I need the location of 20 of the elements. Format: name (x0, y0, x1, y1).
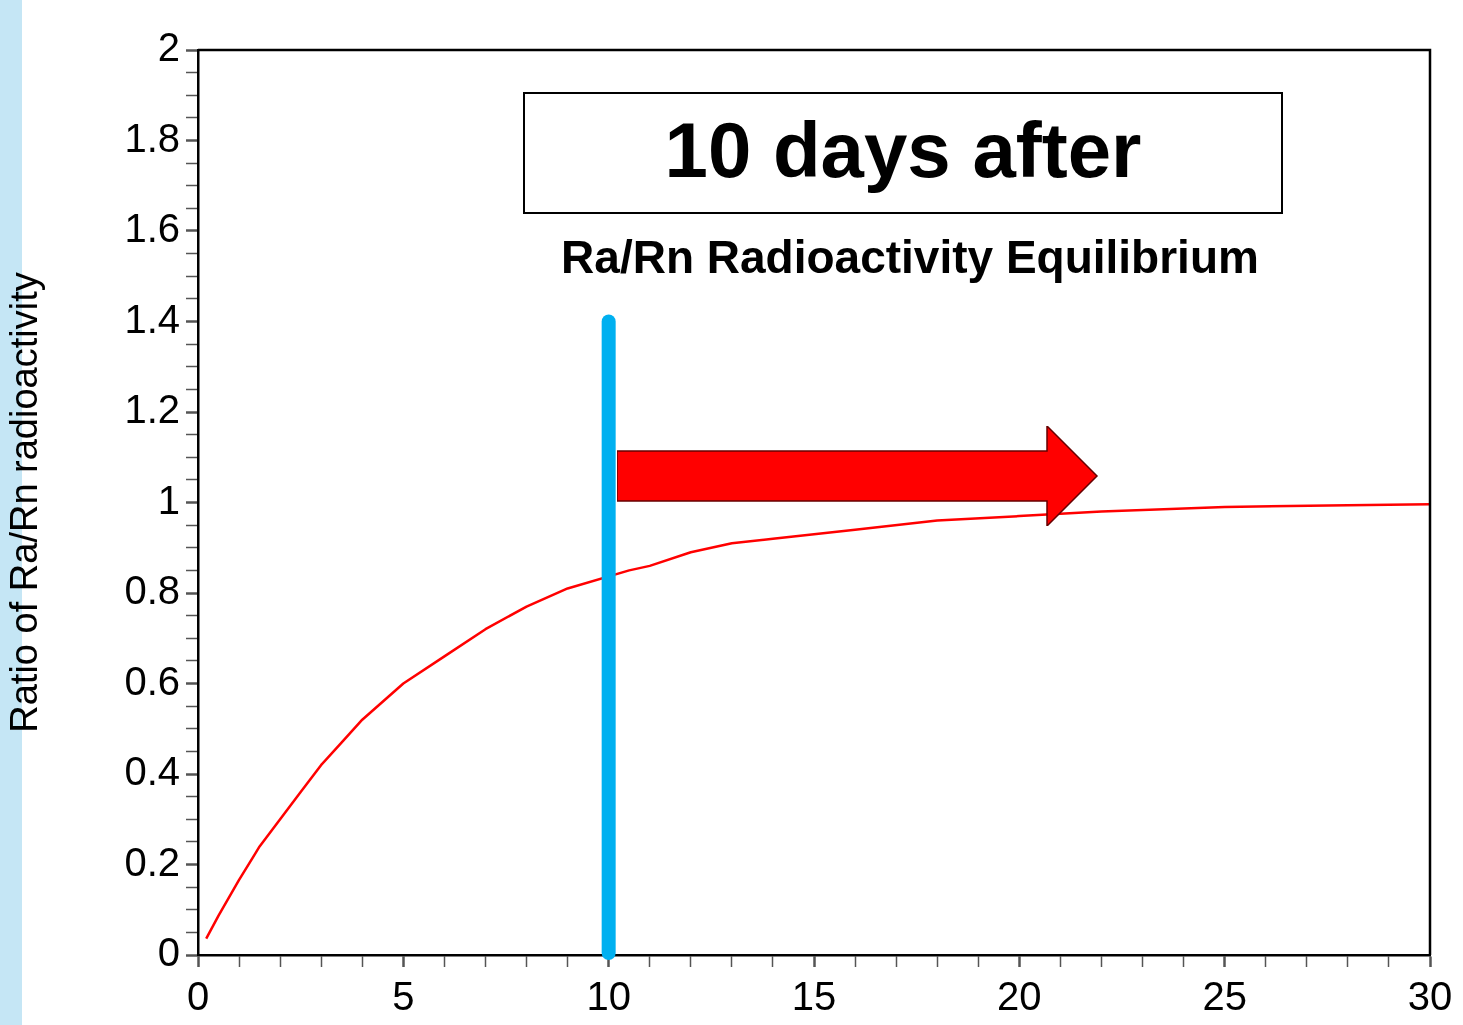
text: Ra/Rn Radioactivity Equilibrium (561, 230, 1259, 284)
y-tick-label: 0.2 (124, 839, 180, 884)
x-tick-label: 25 (1202, 974, 1247, 1019)
y-tick-label: 0.8 (124, 568, 180, 613)
y-tick-label: 0.4 (124, 749, 180, 794)
y-tick-label: 1.6 (124, 206, 180, 251)
y-axis-title: Ratio of Ra/Rn radioactivity (3, 272, 46, 733)
y-tick-label: 2 (157, 25, 180, 70)
x-tick-label: 0 (186, 974, 210, 1019)
y-tick-label: 0 (157, 930, 180, 975)
y-tick-label: 1.4 (124, 296, 180, 341)
x-tick-label: 5 (392, 974, 415, 1019)
x-tick-label: 10 (586, 974, 631, 1019)
x-tick-label: 30 (1407, 974, 1453, 1019)
y-tick-label: 0.6 (124, 658, 180, 703)
y-tick-label: 1 (157, 477, 180, 522)
y-tick-label: 1.8 (124, 115, 180, 160)
y-tick-label: 1.2 (124, 387, 180, 432)
x-tick-label: 15 (791, 974, 837, 1019)
x-tick-label: 20 (997, 974, 1042, 1019)
